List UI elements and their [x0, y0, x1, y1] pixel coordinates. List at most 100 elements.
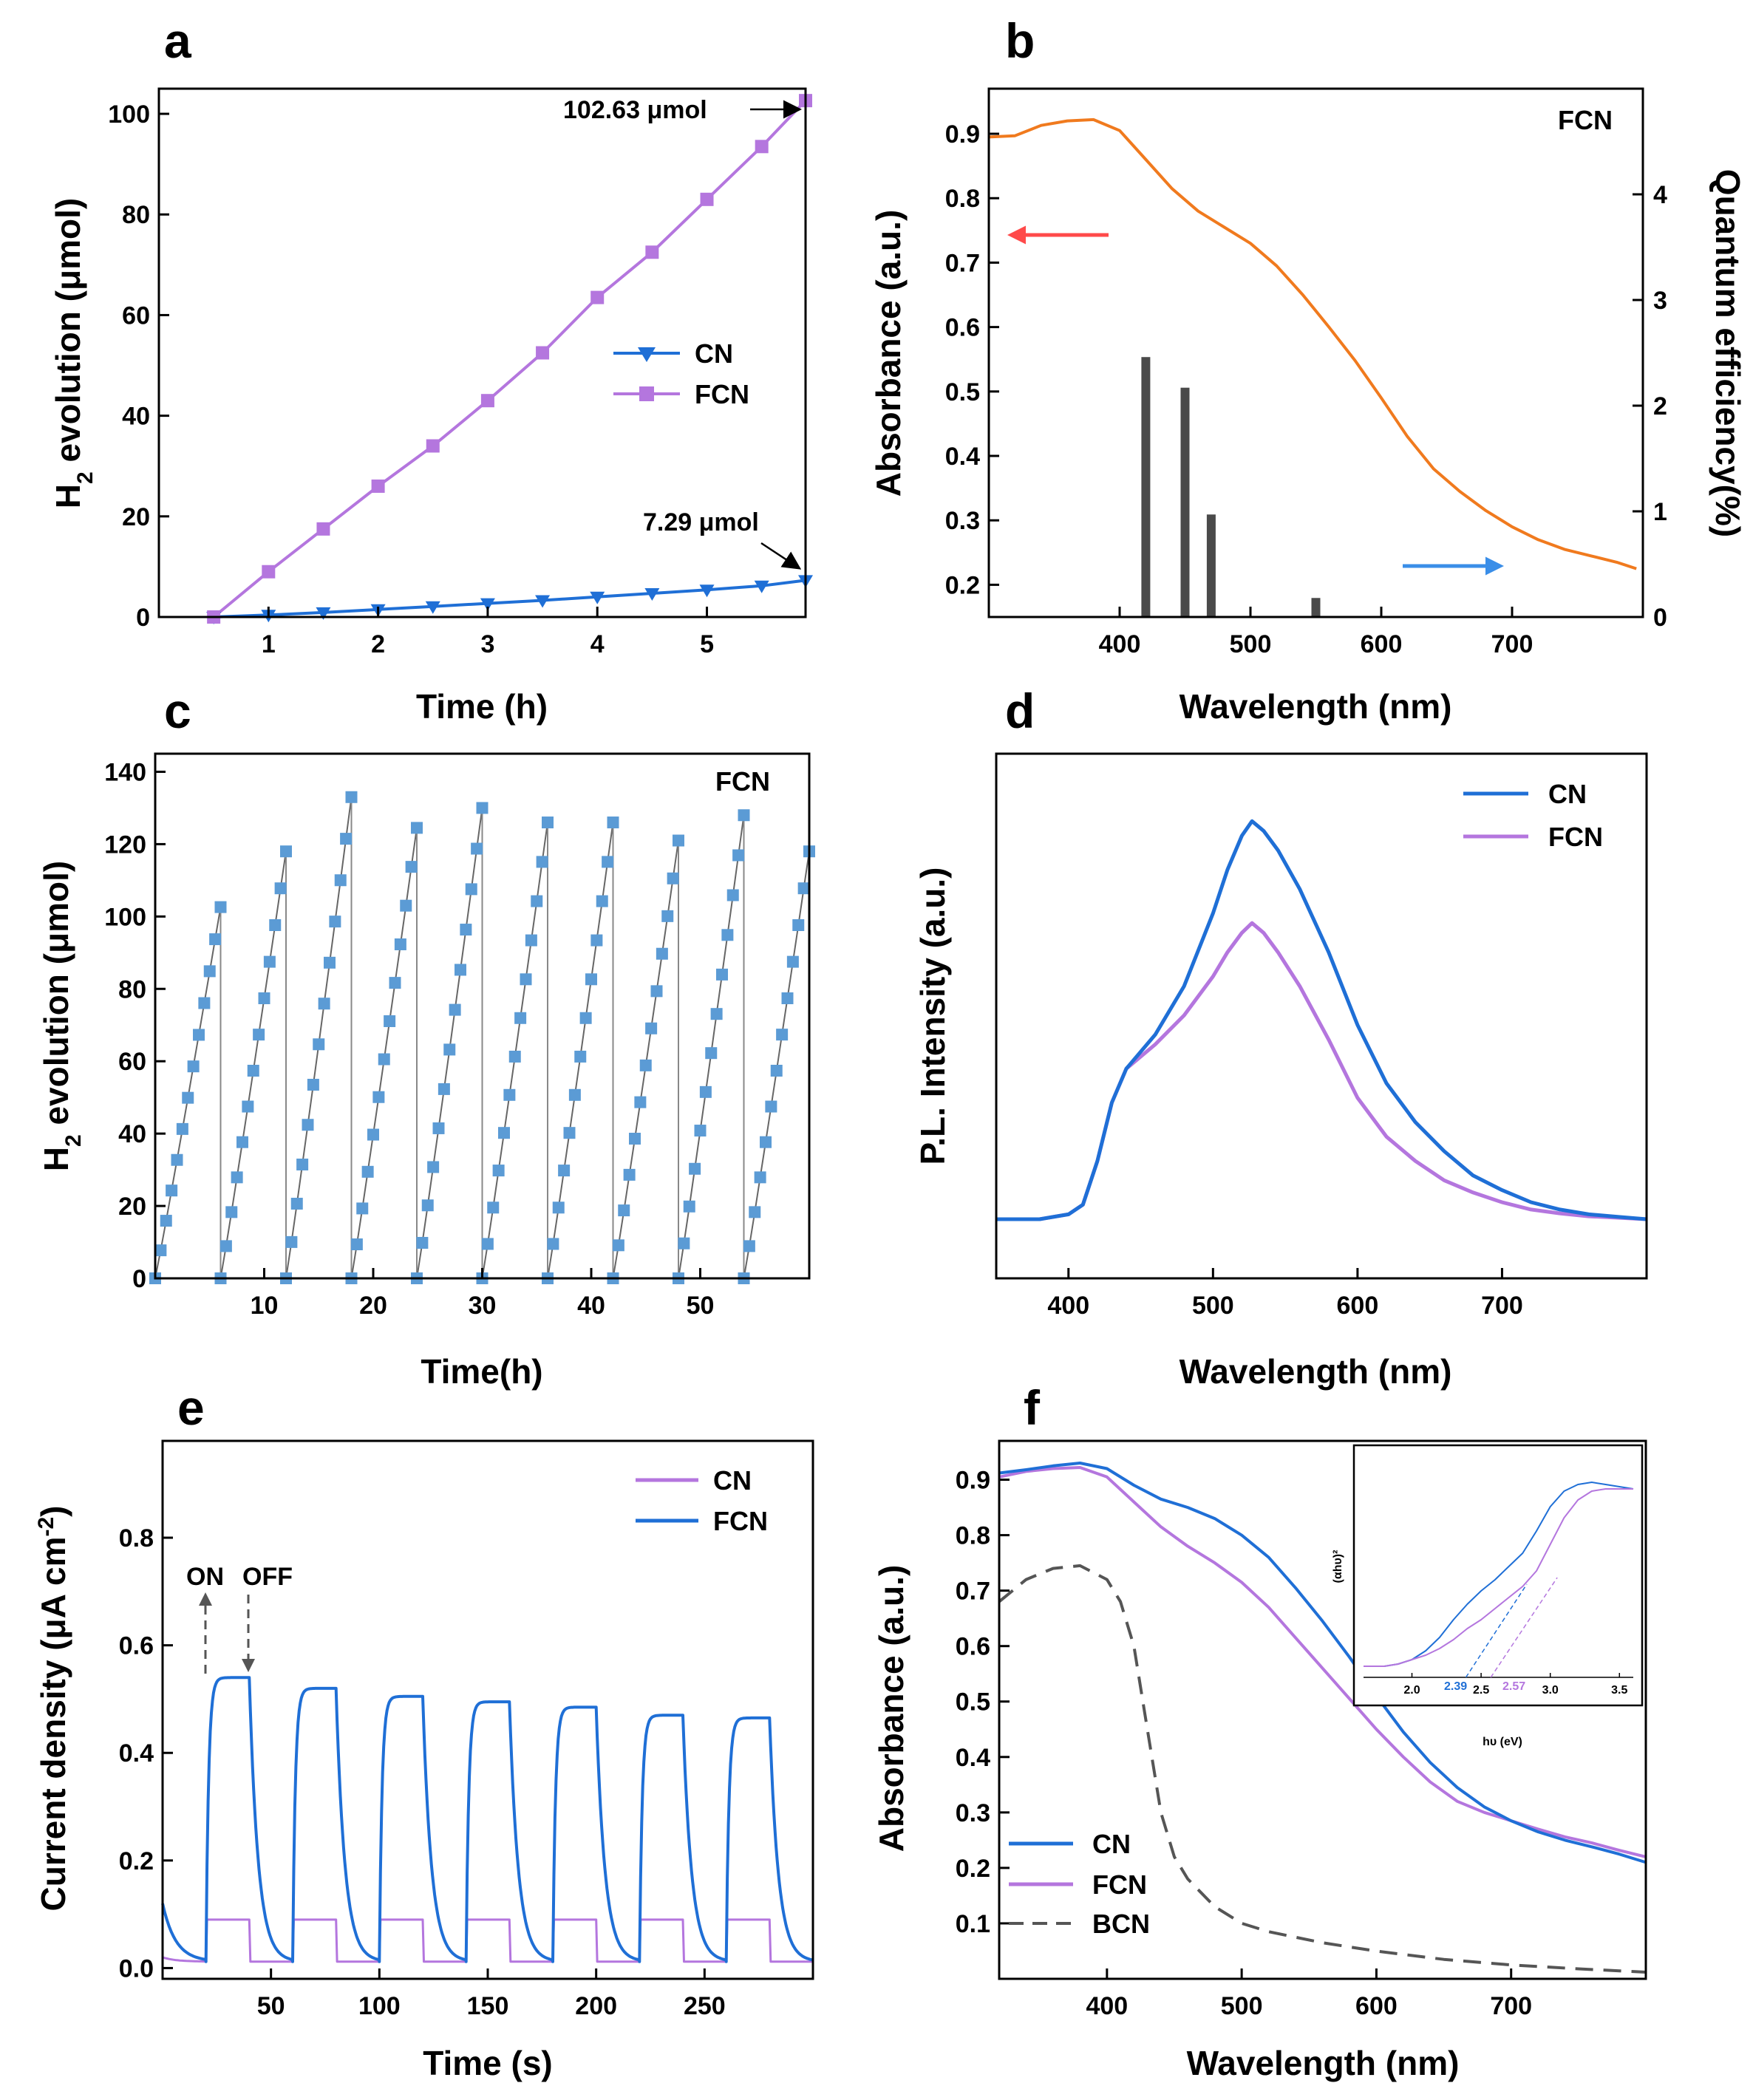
cycle-data-point	[302, 1119, 314, 1131]
panel-e-y-label: Current density (μA cm-2)	[34, 1506, 73, 1912]
inset-fcn-bandgap: 2.57	[1502, 1680, 1525, 1693]
y-tick-label: 0.2	[945, 571, 980, 599]
cycle-data-point	[154, 1244, 167, 1257]
cycle-data-point	[394, 938, 406, 951]
y-tick-label: 0.9	[945, 120, 980, 149]
panel-a-label: a	[164, 13, 192, 68]
panel-b-y-label: Absorbance (a.u.)	[869, 210, 908, 497]
x-tick-label: 700	[1491, 630, 1534, 658]
panel-c-y-ticks: 0 20 40 60 80 100 120 140	[104, 758, 166, 1293]
legend-cn-marker	[638, 347, 656, 362]
panel-d-frame	[995, 752, 1648, 1280]
y-tick-label: 0.8	[119, 1524, 154, 1552]
cycle-data-point	[313, 1038, 325, 1051]
y-tick-label: 0	[136, 604, 150, 632]
cycle-data-point	[498, 1127, 510, 1139]
x-tick-label: 700	[1490, 1992, 1532, 2020]
cycle-data-point	[350, 1238, 363, 1251]
cycle-data-point	[318, 998, 330, 1010]
cycle-data-point	[732, 849, 745, 862]
cycle-data-point	[503, 1088, 516, 1101]
cn-data-point	[480, 598, 495, 611]
fcn-absorbance-line	[998, 1466, 1647, 1858]
panel-a-y-ticks: 0 20 40 60 80 100	[108, 100, 169, 632]
y-tick-label: 0.3	[956, 1799, 990, 1827]
inset-cn-tangent	[1465, 1583, 1528, 1678]
cycle-data-point	[694, 1125, 707, 1137]
legend-fcn-marker	[639, 386, 654, 401]
panel-f-plot	[998, 1462, 1647, 1974]
cycle-data-point	[760, 1136, 772, 1148]
panel-c-y-label: H2 evolution (μmol)	[37, 861, 86, 1171]
cycle-data-point	[776, 1029, 789, 1041]
cycle-data-point	[356, 1202, 369, 1215]
panel-b-plot	[988, 117, 1637, 570]
cycle-data-point	[214, 901, 227, 913]
cycle-data-point	[340, 833, 353, 845]
cycle-data-point	[645, 1022, 658, 1034]
legend-cn-label: CN	[713, 1465, 752, 1496]
panel-d-y-label: P.L. Intensity (a.u.)	[913, 867, 952, 1165]
legend-fcn-label: FCN	[1548, 822, 1603, 852]
cn-data-point	[535, 595, 551, 608]
annotation-cn-arrow	[760, 542, 802, 570]
cycle-data-point	[607, 817, 619, 829]
x-tick-label: 100	[358, 1992, 401, 2020]
legend-cn-label: CN	[1092, 1829, 1131, 1859]
cycle-data-point	[623, 1168, 636, 1181]
cycle-data-point	[721, 929, 734, 941]
x-tick-label: 600	[1361, 630, 1403, 658]
x-tick-label: 400	[1047, 1292, 1089, 1320]
cycle-data-point	[476, 802, 489, 814]
panel-d-x-label: Wavelength (nm)	[1180, 1352, 1452, 1391]
cycle-data-point	[198, 997, 211, 1009]
cycle-data-point	[384, 1015, 396, 1027]
fcn-data-point	[700, 192, 714, 206]
cycle-data-point	[781, 992, 794, 1005]
panel-e-legend: CN FCN	[636, 1465, 768, 1536]
y-tick-label: 0.7	[945, 249, 980, 277]
panel-e-plot	[161, 1676, 814, 1963]
x-tick-label: 40	[577, 1292, 605, 1320]
cycle-data-point	[258, 992, 270, 1005]
inset-x-tick-label: 2.0	[1403, 1684, 1420, 1697]
cycle-data-point	[263, 955, 276, 968]
cycle-data-point	[678, 1237, 690, 1250]
legend-fcn-label: FCN	[713, 1506, 768, 1536]
cycle-data-point	[253, 1029, 265, 1041]
cycle-data-point	[749, 1206, 761, 1218]
panel-b-frame	[987, 87, 1644, 618]
legend-bcn-label: BCN	[1092, 1909, 1150, 1939]
cycle-data-point	[242, 1100, 254, 1113]
fcn-data-point	[536, 346, 550, 360]
panel-a-x-ticks: 1 2 3 4 5	[262, 607, 714, 658]
y-tick-label: 0.9	[956, 1467, 990, 1495]
cn-data-point	[590, 591, 605, 604]
x-tick-label: 10	[251, 1292, 279, 1320]
panel-d: d 400 500 600 700 Wavelength (nm) P.L. Inte…	[913, 683, 1648, 1391]
panel-b-y-ticks: 0.2 0.3 0.4 0.5 0.6 0.7 0.8 0.9	[945, 120, 999, 599]
x-tick-label: 5	[700, 630, 714, 658]
y2-tick-label: 1	[1653, 498, 1667, 526]
cycle-data-point	[219, 1240, 232, 1252]
cycle-data-point	[166, 1184, 178, 1197]
y-tick-label: 0.1	[956, 1910, 990, 1938]
panel-f-x-ticks: 400 500 600 700	[1086, 1968, 1532, 2020]
annotation-fcn-total: 102.63 μmol	[563, 96, 707, 124]
cycle-data-point	[618, 1204, 630, 1217]
bcn-absorbance-line	[998, 1564, 1647, 1974]
inset-cn-bandgap: 2.39	[1444, 1680, 1467, 1693]
cycle-data-point	[558, 1165, 571, 1177]
cycle-data-point	[786, 955, 799, 968]
cycle-data-point	[334, 874, 347, 887]
cycle-data-point	[443, 1043, 456, 1056]
cycle-data-point	[743, 1240, 755, 1252]
x-tick-label: 600	[1337, 1292, 1379, 1320]
fcn-data-point	[316, 522, 330, 536]
cycle-data-point	[225, 1206, 238, 1218]
y-tick-label: 0.8	[956, 1522, 990, 1550]
panel-c-x-ticks: 10 20 30 40 50	[251, 1268, 714, 1320]
panel-c-label: c	[164, 683, 191, 738]
cycle-data-point	[247, 1065, 259, 1077]
panel-f-x-label: Wavelength (nm)	[1187, 2044, 1460, 2082]
